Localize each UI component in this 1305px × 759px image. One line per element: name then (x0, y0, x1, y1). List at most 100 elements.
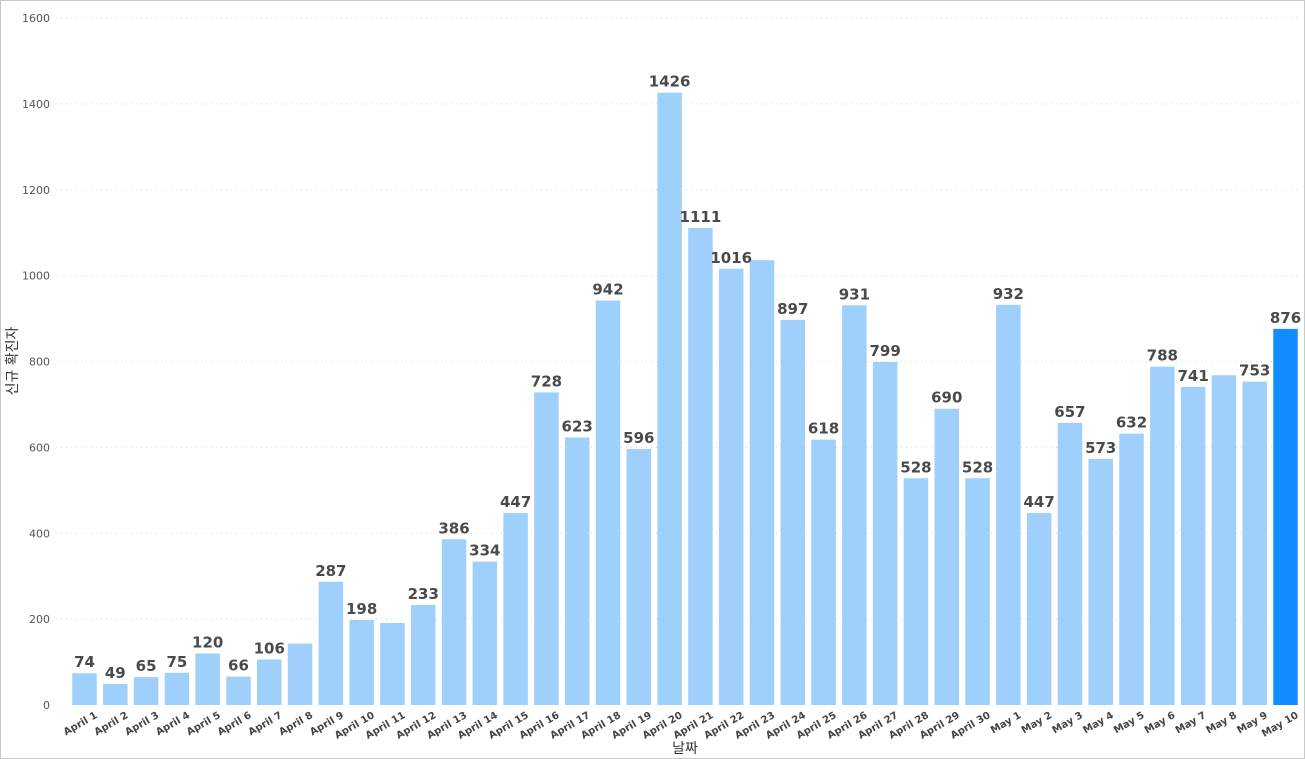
bar[interactable] (287, 643, 313, 705)
x-tick-label: May 7 (1174, 710, 1208, 736)
data-label: 799 (870, 342, 901, 360)
data-label: 49 (105, 664, 126, 682)
x-tick-label: May 6 (1143, 710, 1177, 736)
x-tick-label: April 5 (185, 710, 223, 738)
x-tick-label: May 2 (1020, 710, 1054, 736)
bar[interactable] (195, 653, 220, 705)
data-label: 942 (592, 281, 623, 299)
x-tick-label: April 2 (93, 710, 131, 738)
bar[interactable] (164, 672, 190, 705)
bar[interactable] (872, 361, 898, 705)
x-tick-label: May 1 (989, 710, 1023, 736)
bar[interactable] (1211, 375, 1237, 705)
bar[interactable] (996, 304, 1021, 705)
x-tick-label: May 5 (1112, 710, 1146, 736)
data-label: 75 (166, 653, 187, 671)
y-tick-label: 1200 (22, 184, 50, 197)
bar[interactable] (534, 392, 559, 705)
bar[interactable] (380, 622, 405, 705)
bar[interactable] (503, 513, 528, 705)
bar[interactable] (1088, 458, 1113, 705)
x-tick-label: May 3 (1051, 710, 1085, 736)
data-label: 528 (962, 458, 993, 476)
x-tick-label: April 1 (62, 710, 100, 738)
data-label: 447 (500, 493, 531, 511)
bar[interactable] (1119, 433, 1144, 705)
bars (72, 92, 1298, 706)
data-label: 120 (192, 633, 223, 651)
data-label: 1016 (710, 249, 752, 267)
y-tick-label: 0 (43, 699, 50, 712)
x-axis-label: 날짜 (672, 741, 698, 757)
data-label: 386 (438, 519, 469, 537)
data-label: 66 (228, 657, 249, 675)
data-label: 657 (1054, 403, 1085, 421)
y-tick-label: 1600 (22, 12, 50, 25)
data-label: 198 (346, 600, 377, 618)
data-label: 753 (1239, 362, 1270, 380)
bar[interactable] (780, 319, 806, 705)
bar[interactable] (1026, 513, 1052, 705)
x-tick-label: April 7 (247, 710, 285, 738)
bar[interactable] (657, 92, 682, 706)
y-tick-label: 1000 (22, 270, 50, 283)
data-label: 618 (808, 420, 839, 438)
data-label: 106 (254, 639, 285, 657)
bar[interactable] (1150, 366, 1175, 705)
y-tick-label: 800 (29, 356, 50, 369)
data-label: 623 (562, 417, 593, 435)
data-label: 690 (931, 389, 962, 407)
bar[interactable] (1242, 381, 1267, 705)
bar[interactable] (349, 619, 374, 705)
bar[interactable] (564, 437, 590, 705)
x-tick-label: April 6 (216, 710, 254, 738)
bar[interactable] (72, 673, 97, 705)
bar[interactable] (965, 478, 990, 705)
bar[interactable] (903, 478, 929, 705)
data-label: 931 (839, 285, 870, 303)
bar[interactable] (934, 408, 960, 705)
bar[interactable] (1180, 386, 1206, 705)
data-label: 788 (1147, 347, 1178, 365)
data-label: 573 (1085, 439, 1116, 457)
bar[interactable] (626, 449, 652, 705)
x-tick-label: May 8 (1205, 710, 1239, 736)
x-tick-label: April 4 (154, 710, 192, 738)
y-axis-label: 신규 확진자 (5, 326, 21, 395)
bar[interactable] (441, 539, 467, 705)
bar[interactable] (595, 300, 621, 705)
data-label: 1111 (680, 208, 722, 226)
data-label: 334 (469, 542, 500, 560)
bar[interactable] (718, 268, 744, 705)
data-label: 728 (531, 372, 562, 390)
bar[interactable] (749, 260, 775, 705)
data-label: 233 (408, 585, 439, 603)
y-tick-label: 200 (29, 613, 50, 626)
data-label: 897 (777, 300, 808, 318)
bar[interactable] (257, 659, 282, 705)
bar[interactable] (1057, 422, 1083, 705)
data-label: 65 (136, 657, 157, 675)
y-tick-label: 400 (29, 527, 50, 540)
data-label: 447 (1023, 493, 1054, 511)
bar[interactable] (226, 676, 251, 705)
bar[interactable] (472, 561, 498, 705)
bar[interactable] (811, 439, 836, 705)
bar[interactable] (842, 305, 867, 705)
y-tick-label: 600 (29, 441, 50, 454)
data-label: 932 (993, 285, 1024, 303)
bar[interactable] (318, 581, 344, 705)
bar[interactable] (133, 677, 159, 705)
bar[interactable] (410, 604, 436, 705)
bar[interactable] (103, 683, 128, 705)
data-label: 632 (1116, 414, 1147, 432)
data-label: 287 (315, 562, 346, 580)
data-label: 741 (1177, 367, 1208, 385)
y-tick-label: 1400 (22, 98, 50, 111)
bar[interactable] (688, 227, 713, 706)
bar[interactable] (1273, 328, 1298, 705)
